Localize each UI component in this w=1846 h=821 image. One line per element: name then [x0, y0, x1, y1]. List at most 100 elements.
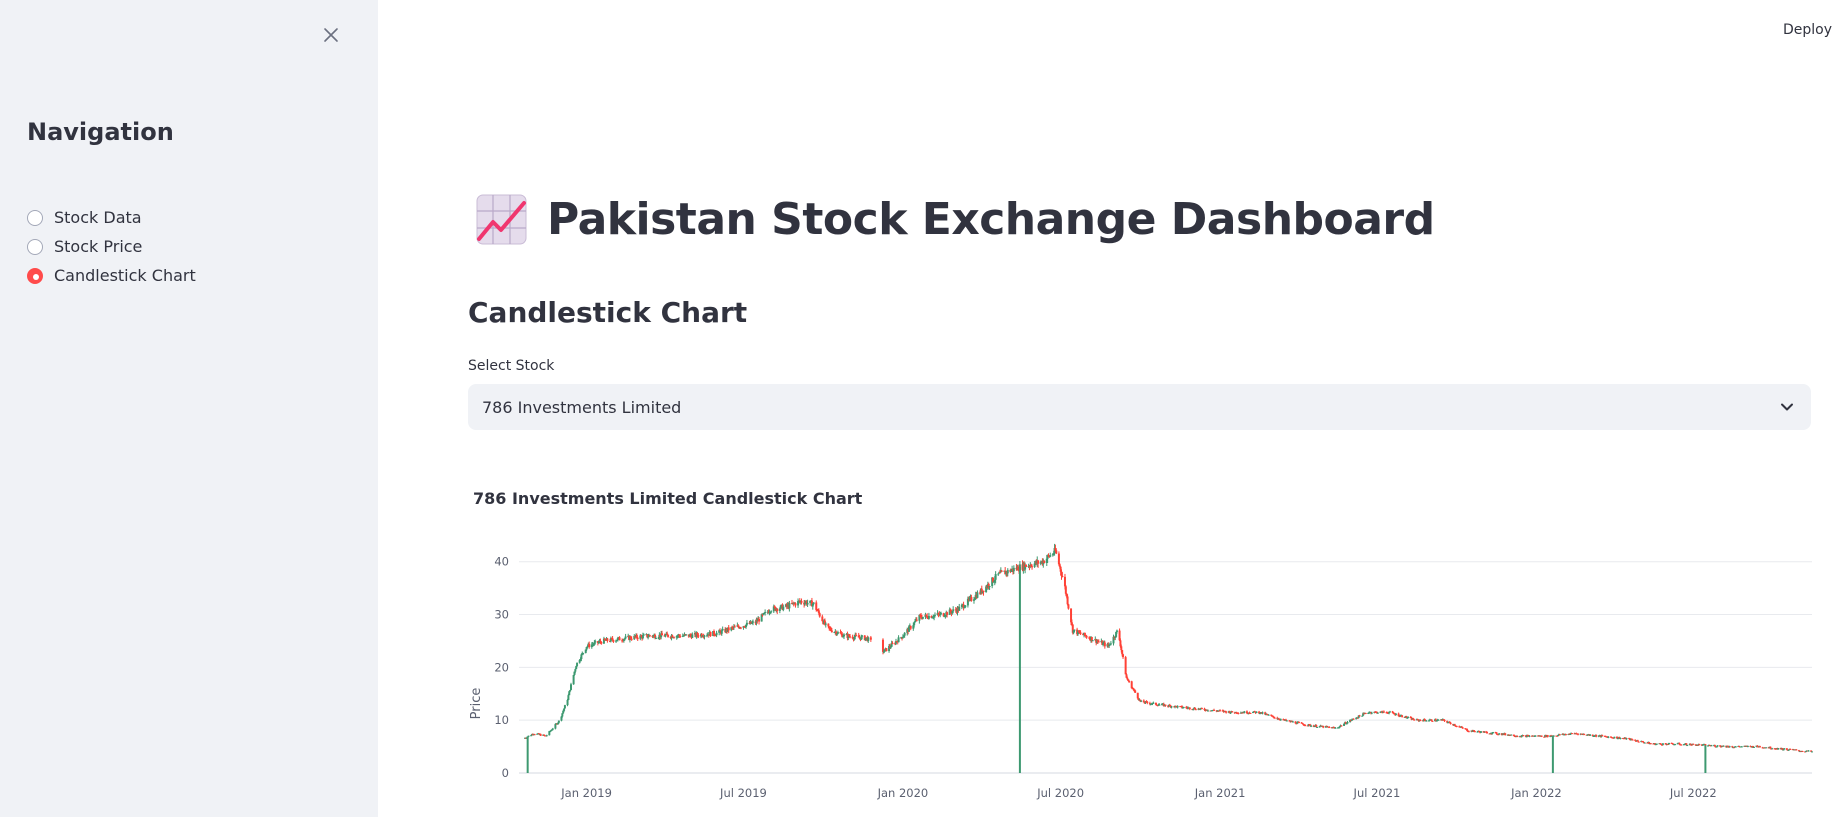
- candlestick: [575, 665, 578, 670]
- candlestick: [1066, 594, 1069, 606]
- candlestick: [915, 617, 918, 622]
- candlestick: [1043, 560, 1046, 564]
- candlestick: [1437, 719, 1440, 721]
- candlestick: [560, 716, 563, 722]
- y-tick-label: 40: [494, 555, 509, 569]
- candlestick: [1734, 746, 1737, 748]
- candlestick: [1193, 707, 1196, 710]
- candlestick: [1125, 673, 1128, 678]
- nav-option-candlestick-chart[interactable]: Candlestick Chart: [27, 261, 196, 290]
- candlestick: [1146, 700, 1149, 705]
- candlestick: [1346, 721, 1349, 724]
- candlestick: [1710, 744, 1713, 747]
- candlestick: [1352, 718, 1355, 720]
- candlestick: [647, 633, 650, 640]
- nav-option-stock-data[interactable]: Stock Data: [27, 203, 196, 232]
- candlestick: [1789, 748, 1792, 750]
- candlestick: [715, 630, 718, 638]
- candlestick: [836, 630, 839, 635]
- candlestick: [985, 585, 988, 593]
- deploy-button[interactable]: Deploy: [1782, 22, 1832, 38]
- y-tick-label: 20: [494, 660, 509, 674]
- candlestick: [1231, 711, 1234, 713]
- candlestick: [1478, 730, 1481, 733]
- candlestick: [1419, 719, 1422, 722]
- candlestick: [1795, 749, 1798, 751]
- candlestick: [1097, 639, 1100, 643]
- candlestick: [1102, 641, 1105, 647]
- candlestick: [1168, 703, 1171, 706]
- candlestick: [885, 648, 888, 652]
- close-sidebar-button[interactable]: [318, 22, 344, 48]
- candlestick: [1785, 748, 1788, 751]
- candlestick: [551, 727, 554, 731]
- candlestick: [1619, 737, 1622, 740]
- candlestick: [1685, 743, 1688, 746]
- candlestick: [1661, 743, 1664, 746]
- candlestick: [721, 626, 724, 631]
- close-icon: [324, 28, 338, 42]
- candlestick: [1225, 710, 1228, 714]
- stock-select[interactable]: 786 Investments Limited: [468, 384, 1811, 430]
- candlestick: [1112, 634, 1115, 646]
- candlestick: [815, 600, 818, 612]
- candlestick: [1194, 708, 1197, 711]
- candlestick: [1237, 712, 1240, 715]
- candlestick: [1192, 709, 1195, 711]
- candlestick: [1740, 745, 1743, 748]
- candlestick: [1765, 747, 1768, 749]
- candlestick: [660, 630, 663, 636]
- candlestick: [1085, 634, 1088, 639]
- candlestick: [1255, 711, 1258, 714]
- candlestick: [909, 625, 912, 631]
- candlestick: [1297, 721, 1300, 724]
- candlestick: [966, 596, 969, 608]
- nav-option-stock-price[interactable]: Stock Price: [27, 232, 196, 261]
- candlestick: [926, 613, 929, 619]
- candlestick: [1142, 699, 1145, 703]
- candlestick: [842, 633, 845, 640]
- candlestick: [1546, 734, 1549, 738]
- candlestick: [772, 604, 775, 613]
- candlestick: [745, 624, 748, 629]
- candlestick: [1340, 725, 1343, 727]
- candlestick: [615, 640, 618, 642]
- candlestick: [557, 720, 560, 724]
- candlestick: [946, 611, 949, 618]
- candlestick: [1637, 741, 1640, 743]
- nav-option-label: Stock Price: [54, 237, 143, 256]
- candlestick: [849, 634, 852, 639]
- candlestick: [1759, 745, 1762, 748]
- candlestick: [697, 633, 700, 639]
- candlestick: [940, 611, 943, 616]
- candlestick: [1510, 734, 1513, 736]
- candlestick: [812, 602, 815, 606]
- nav-option-label: Stock Data: [54, 208, 142, 227]
- candlestick: [1613, 736, 1616, 739]
- candlestick: [1115, 629, 1118, 634]
- candlestick: [1310, 724, 1313, 728]
- candlestick: [1540, 735, 1543, 738]
- candlestick: [1388, 710, 1391, 713]
- candlestick: [580, 653, 583, 662]
- candlestick: [1072, 630, 1075, 635]
- candlestick: [609, 636, 612, 643]
- candlestick-chart[interactable]: 786 Investments Limited Candlestick Char…: [462, 480, 1822, 817]
- candlestick: [1649, 743, 1652, 745]
- candlestick: [758, 617, 761, 625]
- candlestick: [1000, 569, 1003, 572]
- candlestick: [1060, 569, 1063, 580]
- candlestick: [821, 614, 824, 622]
- candlestick: [671, 634, 674, 638]
- candlestick: [1219, 709, 1222, 712]
- candlestick: [939, 611, 942, 618]
- candlestick: [569, 689, 572, 693]
- candlestick: [881, 638, 884, 655]
- candlestick: [933, 612, 936, 618]
- candlestick: [830, 627, 833, 633]
- x-tick-label: Jul 2021: [1353, 786, 1401, 800]
- candlestick: [566, 698, 569, 707]
- candlestick: [1528, 735, 1531, 738]
- candlestick: [636, 636, 639, 642]
- candlestick: [572, 674, 575, 685]
